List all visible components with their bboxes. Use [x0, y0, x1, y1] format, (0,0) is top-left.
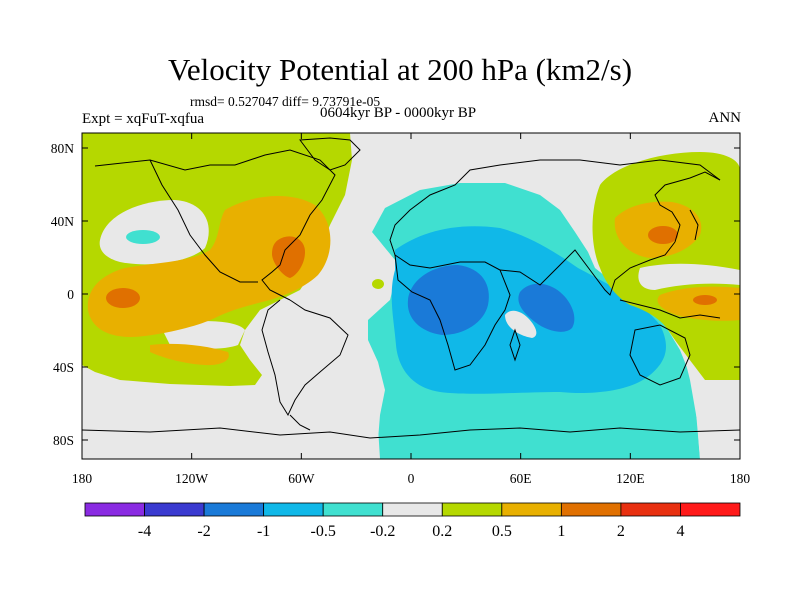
x-tick-label: 180 — [72, 471, 93, 486]
colorbar — [84, 502, 741, 517]
y-axis-labels: 80N 40N 0 40S 80S — [51, 141, 75, 448]
coast-maritime — [619, 299, 721, 319]
colorbar-swatch — [144, 502, 205, 517]
y-tick-label: 40N — [51, 214, 75, 229]
colorbar-label: -2 — [197, 523, 210, 540]
core-caribbean — [272, 236, 305, 278]
x-tick-label: 120E — [616, 471, 645, 486]
colorbar-swatch — [84, 502, 145, 517]
core-west-pacific — [106, 288, 140, 308]
colorbar-swatch — [203, 502, 265, 517]
coast-east-asia — [654, 171, 721, 243]
coast-antarctic-peninsula — [289, 414, 311, 431]
orange-region-west — [87, 195, 331, 337]
colorbar-swatch — [560, 502, 622, 517]
colorbar-label: 0.2 — [432, 523, 452, 540]
period-label: 0604kyr BP - 0000kyr BP — [320, 105, 477, 121]
orange-band-south — [150, 343, 229, 366]
y-tick-label: 80N — [51, 141, 75, 156]
coast-greenland — [299, 137, 361, 171]
season-label: ANN — [708, 110, 742, 126]
colorbar-swatch — [680, 502, 741, 517]
colorbar-label: -0.5 — [311, 523, 336, 540]
chart-title: Velocity Potential at 200 hPa (km2/s) — [167, 52, 633, 87]
colorbar-label: 4 — [676, 523, 684, 540]
contour-field — [82, 133, 740, 459]
coast-west-north-america — [149, 159, 258, 283]
x-axis-labels: 180 120W 60W 0 60E 120E 180 — [72, 471, 751, 486]
coast-north-america — [94, 149, 336, 301]
colorbar-swatch — [382, 502, 443, 517]
colorbar-label: -4 — [138, 523, 151, 540]
coast-japan — [689, 209, 699, 241]
core-east-asia — [648, 226, 678, 244]
coast-africa — [394, 253, 511, 371]
colorbar-label: -1 — [257, 523, 270, 540]
colorbar-swatch — [263, 502, 324, 517]
stats-text: rmsd= 0.527047 diff= 9.73791e-05 — [190, 94, 381, 109]
neutral-hole-indian — [505, 310, 537, 338]
colorbar-label: -0.2 — [370, 523, 395, 540]
blue-core-africa — [407, 265, 489, 335]
coast-madagascar — [509, 328, 521, 362]
positive-spot-atlantic — [372, 279, 384, 289]
colorbar-labels: -4 -2 -1 -0.5 -0.2 0.2 0.5 1 2 4 — [138, 523, 685, 540]
core-west-pacific-east — [693, 295, 717, 305]
coastlines — [82, 137, 740, 439]
colorbar-swatch — [322, 502, 384, 517]
colorbar-swatch — [501, 502, 562, 517]
x-tick-label: 180 — [730, 471, 751, 486]
coast-arabia-india — [499, 241, 676, 296]
x-tick-label: 0 — [408, 471, 415, 486]
colorbar-swatch — [620, 502, 681, 517]
axis-ticks — [81, 133, 741, 459]
y-tick-label: 0 — [67, 287, 74, 302]
coast-antarctica — [82, 427, 740, 439]
blue-core-indian — [518, 283, 575, 332]
colorbar-label: 0.5 — [492, 523, 512, 540]
coast-australia — [629, 324, 691, 386]
negative-spot-west — [126, 230, 160, 244]
coast-south-america — [261, 299, 349, 417]
x-tick-label: 60E — [510, 471, 532, 486]
experiment-label: Expt = xqFuT-xqfua — [82, 111, 205, 127]
x-tick-label: 120W — [175, 471, 208, 486]
colorbar-swatch — [441, 502, 503, 517]
colorbar-label: 1 — [557, 523, 565, 540]
x-tick-label: 60W — [288, 471, 315, 486]
neutral-wedge-atlantic — [82, 395, 380, 459]
coast-europe — [389, 159, 721, 256]
neutral-band-east — [638, 263, 740, 290]
y-tick-label: 40S — [53, 360, 74, 375]
colorbar-label: 2 — [617, 523, 625, 540]
y-tick-label: 80S — [53, 433, 74, 448]
